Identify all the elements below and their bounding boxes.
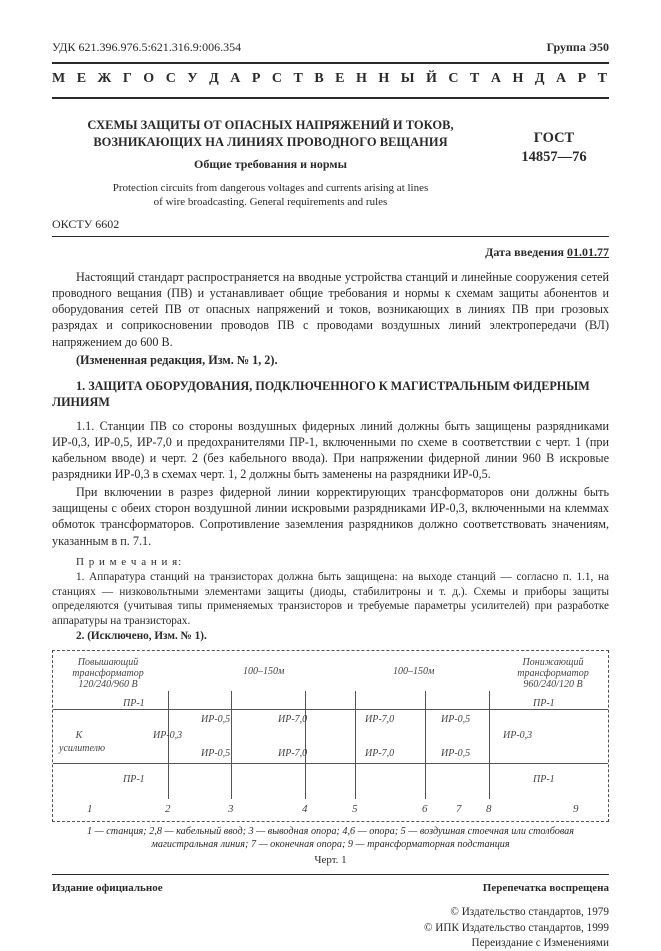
edition-official: Издание официальное [52, 881, 163, 896]
diag-lbl-ir70-4: ИР-7,0 [365, 747, 394, 760]
gost-label: ГОСТ [534, 130, 574, 146]
title-en-line1: Protection circuits from dangerous volta… [113, 182, 429, 194]
diag-num-5: 5 [352, 802, 358, 817]
diag-lbl-ir03-l: ИР-0,3 [153, 729, 182, 742]
diag-num-9: 9 [573, 802, 579, 817]
title-subtitle: Общие требования и нормы [52, 157, 489, 173]
diag-lbl-ir70-1: ИР-7,0 [278, 713, 307, 726]
date-value: 01.01.77 [567, 245, 609, 259]
date-row: Дата введения 01.01.77 [52, 245, 609, 261]
diag-num-8: 8 [486, 802, 492, 817]
diag-num-6: 6 [422, 802, 428, 817]
copyright-line-1: © Издательство стандартов, 1979 [52, 905, 609, 920]
rule-before-bottom [52, 874, 609, 875]
gost-number: 14857—76 [521, 149, 586, 165]
note-2: 2. (Исключено, Изм. № 1). [52, 629, 609, 644]
rule-top-thick [52, 62, 609, 64]
para-1-1-cont: При включении в разрез фидерной линии ко… [52, 484, 609, 548]
diag-lbl-ir05-4: ИР-0,5 [441, 747, 470, 760]
diag-pole-2 [231, 691, 232, 799]
rule-banner-bottom [52, 97, 609, 99]
title-en-line2: of wire broadcasting. General requiremen… [154, 196, 388, 208]
diag-rail-bot [53, 763, 608, 764]
diag-num-7: 7 [456, 802, 462, 817]
diag-lbl-ir05-1: ИР-0,5 [201, 713, 230, 726]
intro-changed: (Измененная редакция, Изм. № 1, 2). [52, 352, 609, 368]
diag-lbl-pr1-l1: ПР-1 [123, 697, 145, 710]
standard-banner: М Е Ж Г О С У Д А Р С Т В Е Н Н Ы Й С Т … [52, 67, 609, 91]
intro-paragraph: Настоящий стандарт распространяется на в… [52, 269, 609, 349]
diag-left-trans: Повышающий трансформатор 120/240/960 В [63, 657, 153, 690]
reprint-forbidden: Перепечатка воспрещена [483, 881, 609, 896]
figure-number: Черт. 1 [52, 853, 609, 868]
title-left: СХЕМЫ ЗАЩИТЫ ОТ ОПАСНЫХ НАПРЯЖЕНИЙ И ТОК… [52, 117, 499, 209]
diag-right-trans: Понижающий трансформатор 960/240/120 В [508, 657, 598, 690]
title-ru-line1: СХЕМЫ ЗАЩИТЫ ОТ ОПАСНЫХ НАПРЯЖЕНИЙ И ТОК… [87, 118, 453, 132]
diag-pole-1 [168, 691, 169, 799]
para-1-1: 1.1. Станции ПВ со стороны воздушных фид… [52, 418, 609, 482]
diag-dist-2: 100–150м [393, 665, 434, 678]
okstu-code: ОКСТУ 6602 [52, 217, 609, 233]
diag-num-4: 4 [302, 802, 308, 817]
diag-k-usil: К усилителю [59, 729, 99, 755]
title-ru-line2: ВОЗНИКАЮЩИХ НА ЛИНИЯХ ПРОВОДНОГО ВЕЩАНИЯ [93, 135, 447, 149]
circuit-diagram: Повышающий трансформатор 120/240/960 В П… [52, 650, 609, 822]
diag-lbl-ir70-2: ИР-7,0 [278, 747, 307, 760]
section-1-heading: 1. ЗАЩИТА ОБОРУДОВАНИЯ, ПОДКЛЮЧЕННОГО К … [52, 378, 609, 410]
diag-pole-5 [425, 691, 426, 799]
group-code: Группа Э50 [547, 40, 609, 56]
note-1: 1. Аппаратура станций на транзисторах до… [52, 570, 609, 628]
notes-heading: П р и м е ч а н и я: [52, 555, 609, 570]
diag-lbl-pr1-r1: ПР-1 [533, 697, 555, 710]
diag-pole-6 [489, 691, 490, 799]
diag-num-1: 1 [87, 802, 93, 817]
date-prefix: Дата введения [485, 245, 567, 259]
udk-code: УДК 621.396.976.5:621.316.9:006.354 [52, 40, 241, 56]
copyright-line-3: Переиздание с Изменениями [52, 936, 609, 951]
diag-num-2: 2 [165, 802, 171, 817]
diag-lbl-pr1-l2: ПР-1 [123, 773, 145, 786]
diag-lbl-ir05-2: ИР-0,5 [201, 747, 230, 760]
rule-after-okstu [52, 236, 609, 237]
figure-caption: 1 — станция; 2,8 — кабельный ввод; 3 — в… [52, 826, 609, 852]
diag-num-3: 3 [228, 802, 234, 817]
diag-lbl-pr1-r2: ПР-1 [533, 773, 555, 786]
diag-pole-3 [305, 691, 306, 799]
diag-lbl-ir70-3: ИР-7,0 [365, 713, 394, 726]
diag-dist-1: 100–150м [243, 665, 284, 678]
diag-pole-4 [355, 691, 356, 799]
copyright-line-2: © ИПК Издательство стандартов, 1999 [52, 921, 609, 936]
diag-lbl-ir05-3: ИР-0,5 [441, 713, 470, 726]
diag-lbl-ir03-r: ИР-0,3 [503, 729, 532, 742]
